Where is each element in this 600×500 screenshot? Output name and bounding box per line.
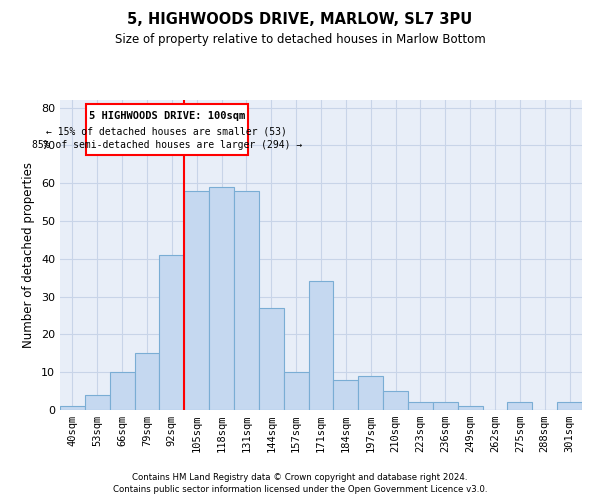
- Bar: [134, 354, 160, 410]
- Bar: [458, 406, 482, 410]
- Bar: [160, 255, 184, 410]
- Bar: [234, 190, 259, 410]
- Bar: [508, 402, 532, 410]
- Text: Contains public sector information licensed under the Open Government Licence v3: Contains public sector information licen…: [113, 485, 487, 494]
- Bar: [259, 308, 284, 410]
- Bar: [334, 380, 358, 410]
- Text: Size of property relative to detached houses in Marlow Bottom: Size of property relative to detached ho…: [115, 32, 485, 46]
- Bar: [284, 372, 308, 410]
- Bar: [110, 372, 134, 410]
- Bar: [408, 402, 433, 410]
- Bar: [60, 406, 85, 410]
- Bar: [184, 190, 209, 410]
- Bar: [308, 282, 334, 410]
- Text: 5, HIGHWOODS DRIVE, MARLOW, SL7 3PU: 5, HIGHWOODS DRIVE, MARLOW, SL7 3PU: [127, 12, 473, 28]
- Text: 5 HIGHWOODS DRIVE: 100sqm: 5 HIGHWOODS DRIVE: 100sqm: [89, 112, 245, 122]
- Text: ← 15% of detached houses are smaller (53): ← 15% of detached houses are smaller (53…: [46, 126, 287, 136]
- Bar: [433, 402, 458, 410]
- Bar: [383, 391, 408, 410]
- Text: 85% of semi-detached houses are larger (294) →: 85% of semi-detached houses are larger (…: [32, 140, 302, 149]
- Bar: [209, 187, 234, 410]
- Bar: [358, 376, 383, 410]
- Bar: [557, 402, 582, 410]
- Y-axis label: Number of detached properties: Number of detached properties: [22, 162, 35, 348]
- Text: Contains HM Land Registry data © Crown copyright and database right 2024.: Contains HM Land Registry data © Crown c…: [132, 472, 468, 482]
- Bar: [85, 395, 110, 410]
- Bar: [86, 104, 248, 155]
